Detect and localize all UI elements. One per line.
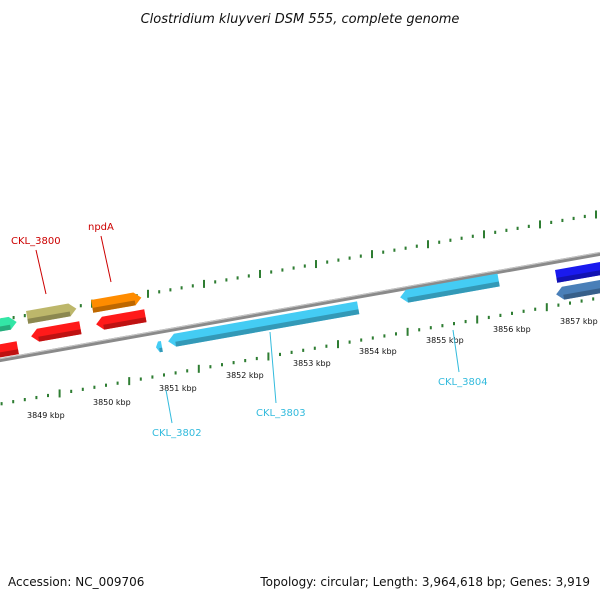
genome-backbone: [0, 251, 600, 363]
gene-label-leader: [452, 329, 460, 373]
inner-tick-track: [0, 297, 595, 406]
reverse-gene-arrow: [31, 321, 82, 342]
reverse-gene-arrow: [155, 340, 163, 353]
gene-label: CKL_3803: [256, 408, 306, 419]
gene-label-leader: [269, 331, 277, 404]
gene-label: CKL_3804: [438, 377, 488, 388]
reverse-gene-arrow: [0, 341, 19, 358]
reverse-gene-arrow: [96, 309, 147, 330]
map-title: Clostridium kluyveri DSM 555, complete g…: [141, 12, 460, 27]
tick-label: 3853 kbp: [293, 359, 331, 368]
tick-label: 3852 kbp: [226, 371, 264, 380]
gene-labels: CKL_3800 npdA CKL_3802 CKL_3803 CKL_3804: [11, 222, 488, 439]
gene-label-leader: [35, 249, 47, 295]
reverse-gene-arrow: [168, 301, 360, 347]
genome-backbone-highlight: [0, 251, 600, 360]
tick-label: 3854 kbp: [359, 347, 397, 356]
gene-label: CKL_3800: [11, 236, 61, 247]
tick-labels: 3849 kbp 3850 kbp 3851 kbp 3852 kbp 3853 kbp…: [27, 317, 598, 420]
tick-label: 3856 kbp: [493, 325, 531, 334]
tick-label: 3855 kbp: [426, 336, 464, 345]
tick-label: 3849 kbp: [27, 411, 65, 420]
reverse-gene-arrow: [400, 273, 500, 303]
outer-tick-track: [1, 210, 597, 322]
gene-label-leader: [165, 389, 173, 424]
accession-text: Accession: NC_009706: [8, 575, 144, 589]
reverse-gene-arrow: [556, 277, 600, 300]
forward-gene-arrow: [91, 292, 142, 313]
forward-gene-arrow: [555, 260, 600, 283]
tick-label: 3857 kbp: [560, 317, 598, 326]
forward-gene-arrow: [26, 303, 77, 324]
tick-label: 3851 kbp: [159, 384, 197, 393]
gene-label: CKL_3802: [152, 428, 202, 439]
tick-label: 3850 kbp: [93, 398, 131, 407]
genome-summary-text: Topology: circular; Length: 3,964,618 bp…: [259, 575, 590, 589]
gene-label: npdA: [88, 222, 114, 233]
gene-features: [0, 260, 600, 358]
gene-label-leader: [100, 235, 112, 283]
forward-gene-arrow: [0, 316, 17, 334]
